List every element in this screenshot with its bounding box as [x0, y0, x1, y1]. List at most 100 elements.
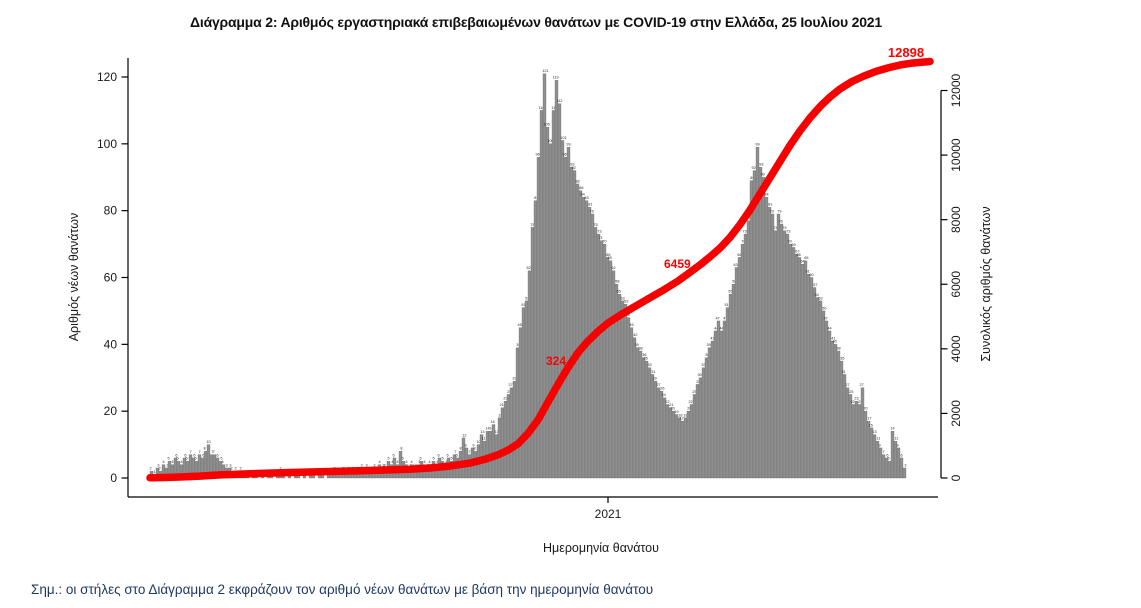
svg-text:40: 40 [104, 337, 118, 351]
svg-text:100: 100 [97, 137, 117, 151]
svg-text:5: 5 [441, 457, 443, 461]
chart-title: Διάγραμμα 2: Αριθμός εργαστηριακά επιβεβ… [190, 14, 882, 30]
svg-text:2000: 2000 [949, 400, 963, 427]
svg-text:24: 24 [661, 393, 665, 397]
svg-text:66: 66 [737, 253, 741, 257]
svg-text:65: 65 [804, 256, 808, 260]
svg-text:75: 75 [530, 223, 534, 227]
svg-text:4: 4 [171, 460, 173, 464]
svg-text:73: 73 [786, 229, 790, 233]
svg-text:96: 96 [535, 153, 539, 157]
svg-text:7: 7 [213, 450, 215, 454]
svg-text:99: 99 [755, 143, 759, 147]
svg-text:96: 96 [562, 153, 566, 157]
svg-text:12000: 12000 [949, 73, 963, 107]
svg-text:6: 6 [900, 453, 902, 457]
svg-text:9: 9 [465, 443, 467, 447]
svg-text:25: 25 [507, 390, 511, 394]
svg-text:79: 79 [777, 209, 781, 213]
svg-text:5: 5 [888, 457, 890, 461]
svg-text:53: 53 [818, 296, 822, 300]
svg-text:9: 9 [472, 443, 474, 447]
svg-text:3: 3 [360, 463, 362, 467]
svg-text:0: 0 [949, 474, 963, 481]
svg-text:110: 110 [551, 106, 557, 110]
svg-text:64: 64 [800, 260, 804, 264]
svg-text:51: 51 [724, 303, 728, 307]
svg-text:7: 7 [198, 450, 200, 454]
svg-text:39: 39 [516, 343, 520, 347]
svg-text:4: 4 [445, 460, 447, 464]
svg-text:5: 5 [186, 457, 188, 461]
svg-text:6: 6 [456, 453, 458, 457]
svg-text:92: 92 [571, 166, 575, 170]
svg-text:Συνολικός αριθμός θανάτων: Συνολικός αριθμός θανάτων [979, 206, 993, 361]
svg-text:74: 74 [782, 226, 786, 230]
svg-text:75: 75 [593, 223, 597, 227]
svg-text:6: 6 [886, 453, 888, 457]
svg-text:4: 4 [418, 460, 420, 464]
svg-text:84: 84 [580, 193, 584, 197]
svg-text:33: 33 [701, 363, 705, 367]
svg-text:5: 5 [177, 457, 179, 461]
svg-text:6: 6 [184, 453, 186, 457]
svg-text:119: 119 [553, 76, 559, 80]
svg-text:13: 13 [494, 430, 498, 434]
svg-text:23: 23 [503, 397, 507, 401]
svg-text:2: 2 [240, 467, 242, 471]
svg-text:73: 73 [742, 229, 746, 233]
svg-text:14: 14 [890, 427, 894, 431]
svg-text:100: 100 [547, 139, 553, 143]
svg-text:21: 21 [499, 403, 503, 407]
svg-text:84: 84 [764, 193, 768, 197]
svg-text:36: 36 [705, 353, 709, 357]
svg-text:88: 88 [575, 179, 579, 183]
svg-text:74: 74 [773, 226, 777, 230]
svg-text:57: 57 [813, 283, 817, 287]
svg-text:10: 10 [206, 440, 210, 444]
svg-text:52: 52 [624, 300, 628, 304]
svg-text:53: 53 [620, 296, 624, 300]
svg-text:40: 40 [832, 340, 836, 344]
svg-text:51: 51 [521, 303, 525, 307]
svg-text:36: 36 [642, 353, 646, 357]
svg-text:120: 120 [97, 70, 117, 84]
svg-text:93: 93 [570, 163, 574, 167]
svg-text:3: 3 [409, 463, 411, 467]
svg-text:Αριθμός νέων θανάτων: Αριθμός νέων θανάτων [67, 213, 81, 342]
svg-text:22: 22 [688, 400, 692, 404]
svg-text:5: 5 [168, 457, 170, 461]
svg-text:324: 324 [546, 354, 566, 368]
svg-text:58: 58 [732, 280, 736, 284]
svg-text:4: 4 [180, 460, 182, 464]
svg-text:89: 89 [750, 176, 754, 180]
svg-text:67: 67 [795, 250, 799, 254]
svg-text:71: 71 [598, 236, 602, 240]
svg-text:44: 44 [827, 326, 831, 330]
svg-text:31: 31 [841, 370, 845, 374]
svg-text:0: 0 [110, 471, 117, 485]
svg-text:3: 3 [166, 463, 168, 467]
svg-text:6: 6 [393, 453, 395, 457]
svg-text:26: 26 [660, 387, 664, 391]
svg-text:73: 73 [597, 229, 601, 233]
svg-text:29: 29 [512, 376, 516, 380]
svg-text:42: 42 [633, 333, 637, 337]
svg-text:39: 39 [634, 343, 638, 347]
svg-text:22: 22 [665, 400, 669, 404]
svg-text:44: 44 [714, 326, 718, 330]
svg-text:27: 27 [845, 383, 849, 387]
svg-text:22: 22 [858, 400, 862, 404]
svg-text:38: 38 [638, 346, 642, 350]
svg-text:44: 44 [719, 326, 723, 330]
svg-text:61: 61 [805, 270, 809, 274]
svg-text:3: 3 [157, 463, 159, 467]
footnote: Σημ.: οι στήλες στο Διάγραμμα 2 εκφράζου… [31, 582, 654, 597]
svg-text:5: 5 [195, 457, 197, 461]
svg-text:7: 7 [468, 450, 470, 454]
svg-text:14: 14 [489, 427, 493, 431]
svg-text:3: 3 [384, 463, 386, 467]
svg-text:63: 63 [733, 263, 737, 267]
svg-text:8: 8 [204, 447, 206, 451]
svg-text:14: 14 [485, 427, 489, 431]
